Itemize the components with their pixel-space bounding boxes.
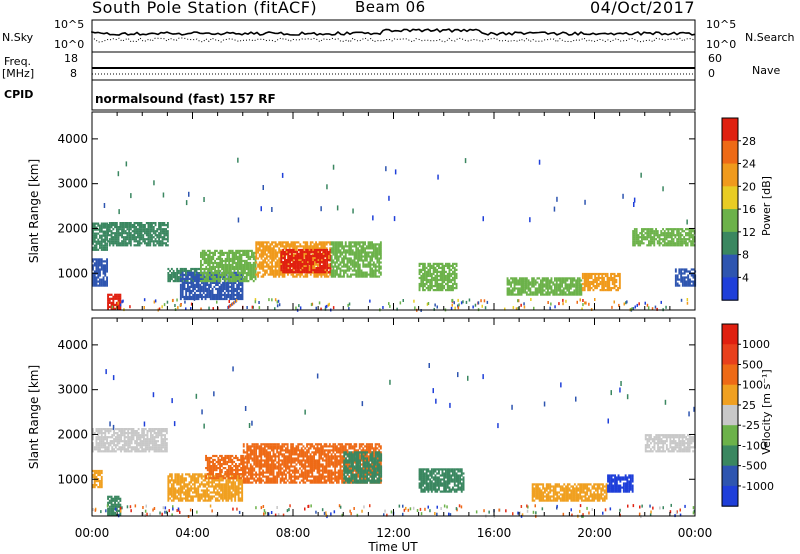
cpid-label: CPID xyxy=(4,88,34,101)
ytick-label: 3000 xyxy=(57,383,88,397)
echo-region-10 xyxy=(418,262,458,292)
echo-region-8 xyxy=(531,483,608,502)
xtick-label: 08:00 xyxy=(276,526,311,540)
velocity-colorbar-label: Velocity [m s⁻¹] xyxy=(760,369,773,454)
freq-tick-left-top: 18 xyxy=(64,52,78,65)
colorbar-swatch xyxy=(722,324,738,345)
colorbar-swatch xyxy=(722,277,738,301)
power-heatmap xyxy=(92,157,697,312)
echo-region-0 xyxy=(92,258,108,287)
noise-sky-trace xyxy=(91,28,696,36)
colorbar-swatch xyxy=(722,209,738,233)
colorbar-swatch xyxy=(722,384,738,406)
echo-region-1 xyxy=(92,222,108,251)
colorbar-tick-label: -500 xyxy=(742,460,767,473)
colorbar-tick-label: 12 xyxy=(742,226,756,239)
colorbar-tick-label: 25 xyxy=(742,399,756,412)
power-colorbar-label: Power [dB] xyxy=(760,176,773,236)
colorbar-tick-label: 100 xyxy=(742,379,763,392)
colorbar-tick-label: 20 xyxy=(742,180,756,193)
colorbar-swatch xyxy=(722,118,738,142)
colorbar-tick-label: -25 xyxy=(742,419,760,432)
xtick-label: 20:00 xyxy=(577,526,612,540)
colorbar-tick-label: 500 xyxy=(742,358,763,371)
colorbar-tick-label: 28 xyxy=(742,135,756,148)
noise-tick-left-bottom: 10^0 xyxy=(54,38,85,51)
power-ylabel: Slant Range [km] xyxy=(27,159,41,263)
ytick-label: 4000 xyxy=(57,132,88,146)
echo-region-6 xyxy=(200,249,257,283)
noise-search-trace xyxy=(91,37,696,43)
colorbar-tick-label: 4 xyxy=(742,271,749,284)
xtick-label: 12:00 xyxy=(376,526,411,540)
noise-traces xyxy=(91,28,696,75)
echo-region-12 xyxy=(581,272,621,292)
colorbar-frame xyxy=(721,323,739,507)
cpid-text: normalsound (fast) 157 RF xyxy=(95,92,276,106)
nsearch-label: N.Search xyxy=(745,31,795,44)
echo-region-11 xyxy=(506,277,583,296)
colorbar-swatch xyxy=(722,140,738,165)
colorbar-swatch xyxy=(722,254,738,278)
freq-tick-left-bottom: 8 xyxy=(70,67,77,80)
xtick-label: 16:00 xyxy=(477,526,512,540)
echo-region-9 xyxy=(607,474,634,493)
colorbar-swatch xyxy=(722,425,738,446)
colorbar-swatch xyxy=(722,465,738,487)
colorbar-tick-label: 1000 xyxy=(742,338,770,351)
freq-tick-right-top: 60 xyxy=(708,52,722,65)
ytick-label: 2000 xyxy=(57,221,88,235)
colorbar-swatch xyxy=(722,186,738,210)
freq-label: Freq. xyxy=(4,55,32,68)
colorbar-swatch xyxy=(722,404,738,426)
colorbar-swatch xyxy=(722,445,738,467)
echo-region-1 xyxy=(92,428,168,453)
date-label: 04/Oct/2017 xyxy=(590,0,696,17)
colorbar-swatch xyxy=(722,344,738,365)
colorbar-tick-label: 8 xyxy=(742,249,749,262)
nave-label: Nave xyxy=(752,64,781,77)
xtick-label: 04:00 xyxy=(175,526,210,540)
near-range-scatter xyxy=(103,157,689,312)
noise-tick-right-bottom: 10^0 xyxy=(706,38,737,51)
colorbar-swatch xyxy=(722,485,738,507)
echo-region-3 xyxy=(107,293,122,310)
colorbar-swatch xyxy=(722,163,738,187)
echo-region-13 xyxy=(632,228,696,247)
xtick-label: 00:00 xyxy=(75,526,110,540)
echo-region-6 xyxy=(343,451,383,484)
beam-label: Beam 06 xyxy=(355,0,426,16)
colorbar-tick-label: -100 xyxy=(742,439,767,452)
ytick-label: 1000 xyxy=(57,472,88,486)
nsky-label: N.Sky xyxy=(2,31,34,44)
echo-region-7 xyxy=(418,468,465,493)
colorbar-tick-label: 24 xyxy=(742,158,756,171)
echo-region-2 xyxy=(107,222,169,247)
colorbar-tick-label: 16 xyxy=(742,203,756,216)
colorbar-tick-label: -1000 xyxy=(742,480,774,493)
xtick-label: 00:00 xyxy=(678,526,713,540)
mhz-label: [MHz] xyxy=(2,67,35,80)
echo-region-8 xyxy=(280,248,332,274)
echo-region-2 xyxy=(107,495,122,516)
velocity-ylabel: Slant Range [km] xyxy=(27,365,41,469)
echo-region-10 xyxy=(644,434,696,453)
station-title: South Pole Station (fitACF) xyxy=(92,0,318,17)
ytick-label: 2000 xyxy=(57,427,88,441)
velocity-heatmap xyxy=(92,363,696,519)
ytick-label: 3000 xyxy=(57,177,88,191)
echo-region-9 xyxy=(330,241,382,278)
ytick-label: 1000 xyxy=(57,266,88,280)
ytick-label: 4000 xyxy=(57,338,88,352)
colorbar-swatch xyxy=(722,231,738,256)
echo-region-14 xyxy=(674,268,697,287)
time-axis-label: Time UT xyxy=(367,540,418,554)
near-range-scatter xyxy=(92,363,695,519)
colorbar-swatch xyxy=(722,364,738,386)
echo-region-3 xyxy=(167,473,244,502)
noise-tick-left-top: 10^5 xyxy=(54,18,85,31)
noise-tick-right-top: 10^5 xyxy=(706,18,737,31)
freq-tick-right-bottom: 0 xyxy=(708,67,715,80)
